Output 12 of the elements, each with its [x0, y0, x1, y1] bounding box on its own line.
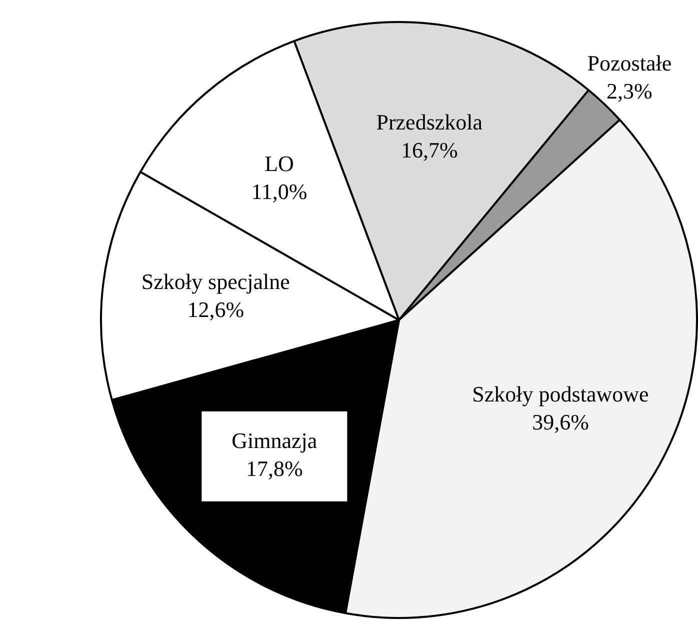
slice-label: Pozostałe	[587, 50, 672, 76]
slice-label: Przedszkola	[376, 110, 483, 135]
slice-label: LO	[264, 151, 294, 176]
data-label: 17,8%	[246, 456, 303, 482]
data-label: 16,7%	[400, 138, 458, 163]
data-label: 2,3%	[606, 78, 652, 104]
data-label: 39,6%	[532, 410, 589, 435]
slice-label: Gimnazja	[232, 428, 318, 454]
slice-label: Szkoły podstawowe	[472, 382, 649, 407]
slice-label: Szkoły specjalne	[141, 268, 290, 294]
data-label: 12,6%	[187, 296, 244, 322]
data-label: 11,0%	[251, 179, 308, 204]
